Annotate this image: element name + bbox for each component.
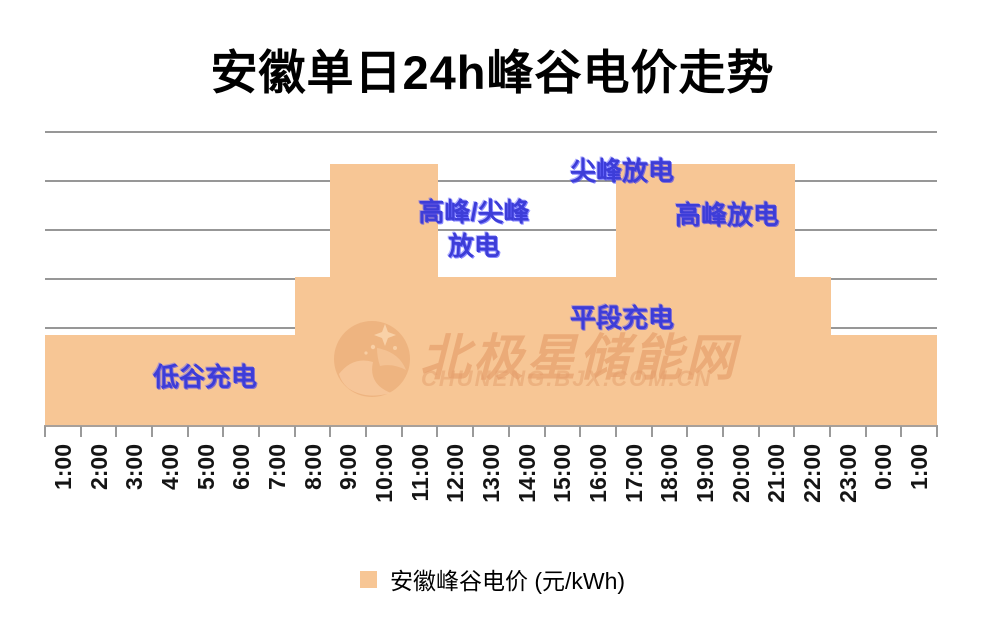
chart-annotation: 低谷充电 [152,362,258,392]
x-axis-tick [793,426,796,437]
chart-annotation: 高峰放电 [674,200,780,230]
x-axis-tick [721,426,724,437]
x-axis [44,425,938,427]
x-axis-tick [329,426,332,437]
x-axis-label: 1:00 [906,444,933,491]
y-gridline [45,229,937,231]
x-axis-label: 13:00 [478,444,504,503]
x-axis-label: 10:00 [370,444,397,503]
x-axis-label: 4:00 [156,444,183,491]
x-axis-label: 11:00 [406,444,433,502]
x-axis-tick [186,426,189,437]
x-axis-tick [650,426,653,437]
x-axis-label: 2:00 [85,444,112,491]
price-bar [508,276,546,426]
y-gridline [45,180,937,182]
watermark-cn-text: 北极星储能网 [420,330,738,386]
watermark-en-text: CHUNENG.BJX.COM.CN [421,366,713,391]
x-axis-tick [400,426,403,437]
watermark-logo-icon [334,321,410,397]
chart-title: 安徽单日24h峰谷电价走势 [210,46,775,99]
x-axis-label: 19:00 [692,444,719,503]
x-axis-tick [579,426,582,437]
price-bar [580,276,617,426]
price-bar [116,335,153,426]
x-axis-label: 23:00 [834,444,861,503]
price-bar [294,276,332,426]
x-axis-tick [79,426,82,437]
y-gridline [45,131,937,133]
x-axis-label: 5:00 [192,444,219,491]
price-bar [615,163,653,426]
x-axis-label: 18:00 [656,444,683,503]
price-bar [865,335,903,426]
x-axis-tick [686,426,689,437]
x-axis-label: 8:00 [299,444,326,491]
price-bar [45,335,82,426]
x-axis-tick [436,426,439,437]
price-bar [473,276,510,426]
price-bar [544,276,581,426]
x-axis-tick [365,426,368,437]
x-axis-label: 14:00 [513,444,540,503]
x-axis-tick [900,426,903,437]
price-bar [401,163,439,426]
x-axis-tick [543,426,546,437]
price-bar [223,335,260,426]
x-axis-label: 21:00 [763,444,790,503]
chart-annotation: 尖峰放电 [569,156,675,186]
chart-annotation: 平段充电 [569,303,675,333]
x-axis-label: 12:00 [442,444,469,503]
price-bar [187,335,225,426]
x-axis-tick [222,426,225,437]
x-axis-label: 15:00 [549,444,576,503]
price-bar [687,163,724,426]
x-axis-tick [828,426,831,437]
price-bar [80,335,118,426]
x-axis-tick [614,426,617,437]
price-bar [437,276,474,426]
x-axis-label: 16:00 [585,444,612,503]
price-bar [722,163,760,426]
x-axis-label: 6:00 [228,444,255,491]
x-axis-tick [151,426,154,437]
x-axis-tick [115,426,118,437]
x-axis-label: 7:00 [263,444,290,491]
x-axis-label: 17:00 [620,444,647,503]
x-axis-tick [44,426,46,437]
chart-annotation: 高峰/尖峰 放电 [418,197,530,261]
price-bar [794,276,831,426]
x-axis-tick [507,426,510,437]
price-bar [152,335,189,426]
x-axis-tick [864,426,867,437]
x-axis-label: 9:00 [335,444,362,491]
x-axis-tick [293,426,296,437]
x-axis-label: 20:00 [727,444,754,503]
x-axis-label: 1:00 [49,444,76,491]
x-axis-label: 0:00 [870,444,897,491]
legend-swatch [359,570,377,588]
x-axis-tick [757,426,760,437]
price-bar [259,335,296,426]
price-bar [901,335,937,426]
x-axis-label: 22:00 [799,444,826,503]
x-axis-tick [258,426,261,437]
price-bar [651,163,689,426]
x-axis-tick [936,426,938,437]
price-bar [829,335,867,426]
legend: 安徽峰谷电价 (元/kWh) [0,562,985,596]
x-axis-label: 3:00 [121,444,148,491]
price-bar [758,163,796,426]
legend-label: 安徽峰谷电价 (元/kWh) [389,568,626,594]
x-axis-tick [472,426,475,437]
